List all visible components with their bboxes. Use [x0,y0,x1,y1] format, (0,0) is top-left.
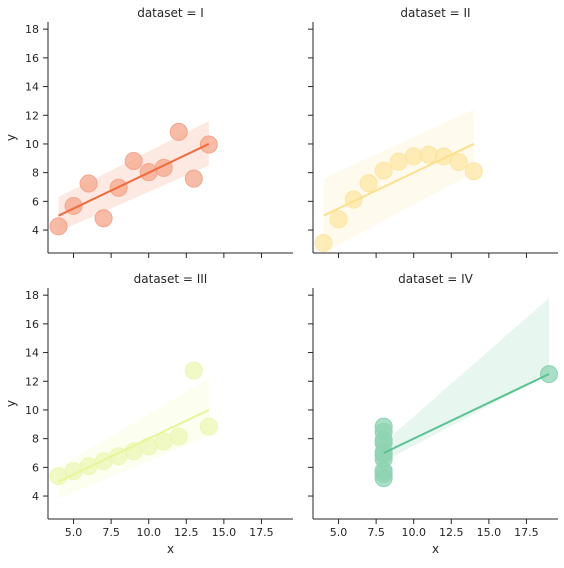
y-tick-label: 4 [32,224,39,237]
data-point [374,464,393,483]
data-point [124,152,143,171]
x-tick-label: 15.0 [212,526,237,539]
x-tick-label: 7.5 [102,526,120,539]
panel-II: dataset = II [308,6,558,258]
data-point [49,217,68,236]
data-point [359,174,378,193]
panel-title: dataset = II [400,6,470,20]
y-tick-label: 16 [25,52,39,65]
y-tick-label: 12 [25,109,39,122]
x-tick-label: 12.5 [174,526,199,539]
data-point [79,174,98,193]
data-point [94,452,113,471]
panel-I: dataset = I 4 6 8 10 12 14 16 18 y [4,6,293,258]
x-tick-label: 10.0 [136,526,161,539]
regression-line [383,373,550,454]
x-axis-title: x [167,542,174,556]
confidence-band [323,109,474,254]
data-point [169,427,188,446]
data-point [374,445,393,464]
data-point [94,209,113,228]
x-tick-label: 10.0 [401,526,426,539]
y-tick-label: 18 [25,23,39,36]
data-point [314,233,333,252]
data-point [329,210,348,229]
x-tick-label: 5.0 [330,526,348,539]
data-point [184,169,203,188]
y-tick-label: 14 [25,347,39,360]
regression-line [58,409,210,483]
y-tick-label: 18 [25,289,39,302]
y-tick-label: 8 [32,167,39,180]
x-tick-label: 17.5 [514,526,539,539]
data-point [374,161,393,180]
data-point [169,122,188,141]
data-point [419,145,438,164]
x-axis-title: x [432,542,439,556]
data-point [464,162,483,181]
data-point [184,361,203,380]
data-point [404,147,423,166]
panel-III: dataset = III 4 6 8 10 12 14 16 18 5.0 7.5 10.0 12.5… [4,272,293,556]
regression-line [323,143,475,217]
y-tick-label: 10 [25,404,39,417]
panel-title: dataset = I [137,6,204,20]
x-tick-label: 7.5 [367,526,385,539]
panel-IV: dataset = IV 5.0 7.5 10.0 12.5 15.0 17.5 x [308,272,558,556]
y-tick-label: 6 [32,195,39,208]
x-tick-label: 5.0 [65,526,83,539]
data-point [79,457,98,476]
y-tick-label: 6 [32,461,39,474]
y-tick-label: 4 [32,490,39,503]
x-tick-label: 12.5 [439,526,464,539]
panel-title: dataset = IV [398,272,474,286]
confidence-band [383,298,549,462]
y-axis-title: y [4,134,18,141]
y-tick-label: 14 [25,81,39,94]
panel-title: dataset = III [134,272,208,286]
x-tick-label: 15.0 [477,526,502,539]
y-axis-title: y [4,400,18,407]
y-tick-label: 16 [25,318,39,331]
data-point [449,153,468,172]
y-tick-label: 12 [25,375,39,388]
y-tick-label: 8 [32,433,39,446]
data-point [49,467,68,486]
data-point [199,417,218,436]
confidence-band [58,121,209,232]
regression-line [58,143,210,217]
data-point [389,152,408,171]
data-point [154,432,173,451]
x-tick-label: 17.5 [249,526,274,539]
y-tick-label: 10 [25,138,39,151]
